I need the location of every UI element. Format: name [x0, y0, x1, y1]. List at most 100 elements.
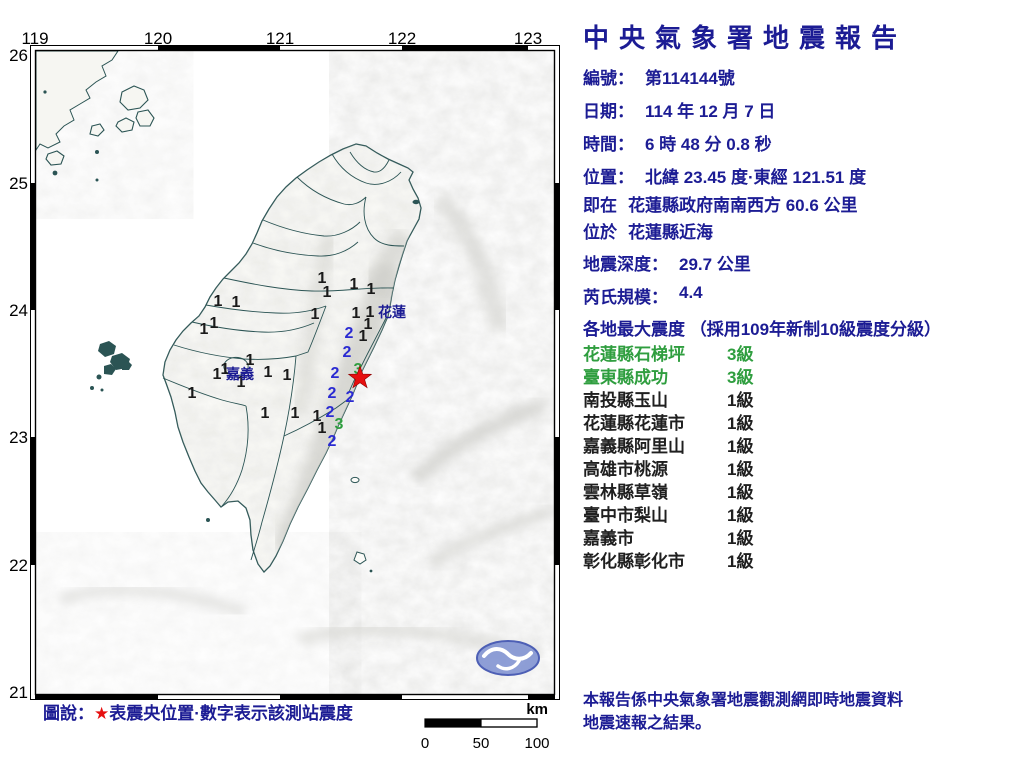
station-intensity-1: 1 — [200, 321, 209, 338]
mainland-coast — [36, 51, 155, 182]
longitude-tick-labels: 119 120 121 122 123 — [21, 29, 542, 48]
intensity-location: 雲林縣草嶺 — [583, 483, 668, 502]
lon-tick-121: 121 — [266, 29, 294, 48]
field-label: 位於 — [583, 223, 617, 242]
map-legend: 圖說：★表震央位置·數字表示該測站震度 — [43, 703, 354, 723]
intensity-level: 1級 — [727, 483, 754, 502]
station-intensity-2: 2 — [343, 344, 352, 361]
field-value: 6 時 48 分 0.8 秒 — [645, 135, 772, 154]
field-value: 4.4 — [679, 283, 703, 302]
epicenter-star-icon — [347, 365, 373, 389]
scalebar-tick-50: 50 — [473, 735, 490, 752]
station-intensity-1: 1 — [367, 281, 376, 298]
field-label: 時間： — [583, 135, 634, 154]
station-intensity-1: 1 — [366, 304, 375, 321]
intensity-row: 臺東縣成功 3級 — [583, 366, 753, 389]
station-intensity-2: 2 — [326, 404, 335, 421]
intensity-level: 1級 — [727, 391, 754, 410]
lon-tick-120: 120 — [144, 29, 172, 48]
lat-tick-21: 21 — [9, 683, 28, 702]
intensity-row: 南投縣玉山 1級 — [583, 389, 753, 412]
station-intensity-2: 2 — [346, 389, 355, 406]
report-field-row: 地震深度： 29.7 公里 — [583, 250, 751, 275]
scalebar-tick-0: 0 — [421, 735, 429, 752]
intensity-location: 嘉義縣阿里山 — [583, 437, 685, 456]
intensity-location: 花蓮縣花蓮市 — [583, 414, 685, 433]
county-borders — [162, 151, 405, 561]
report-footnote: 本報告係中央氣象署地震觀測網即時地震資料 地震速報之結果。 — [583, 689, 903, 735]
map-frame — [30, 45, 560, 700]
intensity-location: 高雄市桃源 — [583, 460, 668, 479]
intensity-level: 3級 — [727, 345, 754, 364]
station-intensity-1: 1 — [318, 420, 327, 437]
station-intensity-2: 2 — [331, 365, 340, 382]
station-intensity-1: 1 — [359, 328, 368, 345]
station-intensity-1: 1 — [221, 361, 230, 378]
station-intensity-1: 1 — [350, 276, 359, 293]
field-label: 位置： — [583, 168, 634, 187]
station-intensity-1: 1 — [232, 294, 241, 311]
epicenter-marker — [347, 365, 373, 389]
station-intensity-1: 1 — [264, 364, 273, 381]
legend-body: 表震央位置·數字表示該測站震度 — [109, 703, 354, 723]
station-intensity-1: 1 — [364, 316, 373, 333]
legend-text: 圖說：★表震央位置·數字表示該測站震度 — [43, 703, 354, 723]
field-label: 芮氏規模： — [583, 288, 668, 307]
field-label: 編號： — [583, 69, 634, 88]
station-intensity-1: 1 — [323, 284, 332, 301]
lat-tick-25: 25 — [9, 174, 28, 193]
footnote-line-2: 地震速報之結果。 — [583, 715, 712, 732]
field-label: 即在 — [583, 196, 617, 215]
scalebar-outline — [424, 718, 538, 728]
scalebar-unit: km — [526, 701, 548, 718]
footnote-line-1: 本報告係中央氣象署地震觀測網即時地震資料 — [583, 692, 904, 709]
station-intensity-1: 1 — [283, 367, 292, 384]
intensity-row: 花蓮縣石梯坪 3級 — [583, 343, 753, 366]
field-value: 114 年 12 月 7 日 — [645, 102, 776, 121]
report-field-row: 即在 花蓮縣政府南南西方 60.6 公里 — [583, 191, 858, 216]
field-label: 日期： — [583, 102, 634, 121]
field-value: 花蓮縣近海 — [628, 223, 713, 242]
station-intensity-1: 1 — [352, 305, 361, 322]
intensity-level: 1級 — [727, 529, 754, 548]
station-intensity-1: 1 — [213, 366, 222, 383]
intensity-row: 彰化縣彰化市 1級 — [583, 550, 753, 573]
scalebar-black-segment — [425, 719, 481, 727]
station-intensity-3: 3 — [354, 361, 363, 378]
station-intensity-1: 1 — [214, 293, 223, 310]
lat-tick-26: 26 — [9, 46, 28, 65]
report-field-row: 芮氏規模： 4.4 — [583, 283, 703, 308]
intensity-row: 花蓮縣花蓮市 1級 — [583, 412, 753, 435]
intensity-location: 花蓮縣石梯坪 — [583, 345, 685, 364]
epicenter-star-glyph: ★ — [94, 704, 109, 723]
report-field-row: 編號： 第114144號 — [583, 64, 735, 89]
offshore-islands — [90, 199, 420, 573]
latitude-tick-labels: 26 25 24 23 22 21 — [9, 46, 28, 702]
lat-tick-22: 22 — [9, 556, 28, 575]
station-intensity-1: 1 — [237, 374, 246, 391]
intensity-row: 高雄市桃源 1級 — [583, 458, 753, 481]
lon-tick-123: 123 — [514, 29, 542, 48]
intensity-row: 雲林縣草嶺 1級 — [583, 481, 753, 504]
field-value: 北緯 23.45 度·東經 121.51 度 — [645, 168, 867, 187]
intensity-row: 嘉義市 1級 — [583, 527, 753, 550]
field-label: 地震深度： — [583, 255, 668, 274]
station-intensity-1: 1 — [311, 306, 320, 323]
field-value: 第114144號 — [645, 69, 735, 88]
lon-tick-122: 122 — [388, 29, 416, 48]
intensity-row: 臺中市梨山 1級 — [583, 504, 753, 527]
field-value: 29.7 公里 — [679, 255, 751, 274]
station-intensity-2: 2 — [345, 325, 354, 342]
intensity-level: 1級 — [727, 437, 754, 456]
lat-tick-24: 24 — [9, 301, 28, 320]
lon-tick-119: 119 — [21, 29, 48, 48]
station-intensity-2: 2 — [328, 433, 337, 450]
intensity-level: 1級 — [727, 552, 754, 571]
lat-tick-23: 23 — [9, 428, 28, 447]
station-intensity-1: 1 — [318, 270, 327, 287]
